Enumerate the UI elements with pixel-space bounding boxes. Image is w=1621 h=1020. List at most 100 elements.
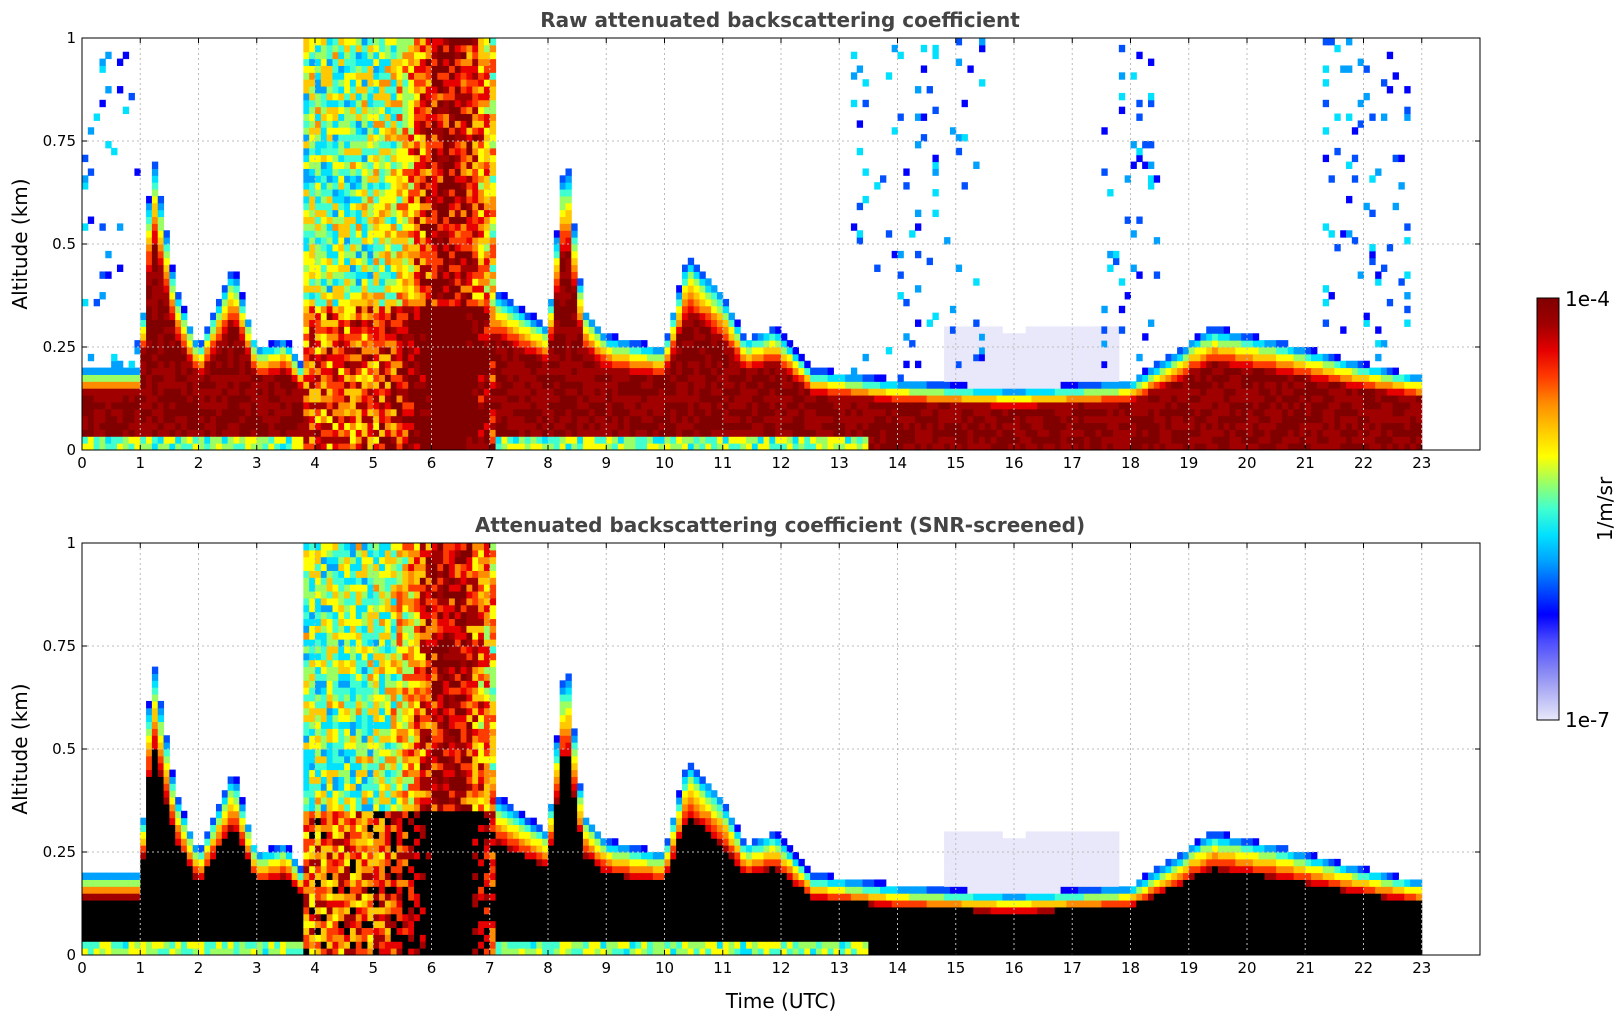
- heatmap-cell: [722, 298, 730, 307]
- heatmap-cell: [874, 264, 881, 272]
- heatmap-cell: [483, 374, 491, 382]
- heatmap-cell: [949, 347, 957, 355]
- heatmap-cell: [425, 147, 433, 156]
- heatmap-cell: [320, 401, 328, 410]
- heatmap-cell: [687, 340, 695, 348]
- heatmap-cell: [349, 92, 357, 101]
- heatmap-cell: [699, 333, 706, 341]
- heatmap-cell: [1002, 415, 1009, 424]
- heatmap-cell: [518, 353, 526, 362]
- heatmap-cell: [1188, 429, 1196, 437]
- heatmap-cell: [297, 401, 304, 410]
- heatmap-cell: [658, 360, 666, 369]
- heatmap-cell: [670, 401, 677, 410]
- heatmap-cell: [914, 86, 922, 94]
- heatmap-cell: [1165, 436, 1172, 444]
- heatmap-cell: [233, 436, 240, 444]
- heatmap-cell: [384, 443, 392, 451]
- heatmap-cell: [402, 189, 409, 197]
- heatmap-cell: [431, 271, 438, 279]
- heatmap-cell: [227, 340, 234, 348]
- heatmap-cell: [880, 429, 887, 437]
- heatmap-cell: [373, 58, 380, 66]
- heatmap-cell: [448, 381, 456, 389]
- heatmap-cell: [151, 353, 159, 362]
- heatmap-cell: [373, 120, 380, 128]
- heatmap-cell: [699, 319, 706, 327]
- heatmap-cell: [1095, 429, 1102, 437]
- heatmap-cell: [1014, 436, 1021, 444]
- heatmap-cell: [408, 237, 415, 245]
- heatmap-cell: [361, 92, 368, 101]
- heatmap-cell: [280, 443, 287, 451]
- heatmap-cell: [99, 367, 106, 375]
- heatmap-cell: [87, 422, 95, 430]
- heatmap-cell: [390, 436, 398, 444]
- heatmap-cell: [862, 415, 869, 424]
- heatmap-cell: [157, 257, 165, 266]
- heatmap-cell: [716, 340, 724, 348]
- heatmap-cell: [810, 374, 817, 382]
- heatmap-cell: [606, 360, 613, 369]
- heatmap-cell: [425, 408, 433, 417]
- heatmap-cell: [431, 388, 438, 396]
- heatmap-cell: [425, 443, 433, 451]
- heatmap-cell: [1194, 360, 1201, 369]
- heatmap-cell: [955, 134, 963, 142]
- heatmap-cell: [1066, 333, 1073, 341]
- heatmap-cell: [489, 92, 497, 101]
- heatmap-cell: [600, 340, 607, 348]
- heatmap-cell: [309, 360, 316, 369]
- heatmap-cell: [332, 168, 339, 176]
- heatmap-cell: [414, 388, 421, 396]
- heatmap-cell: [448, 271, 456, 279]
- heatmap-cell: [996, 347, 1003, 355]
- heatmap-cell: [769, 436, 776, 444]
- heatmap-cell: [128, 408, 135, 417]
- heatmap-cell: [681, 298, 689, 307]
- heatmap-cell: [938, 395, 945, 403]
- heatmap-cell: [379, 86, 386, 94]
- heatmap-cell: [1142, 422, 1149, 430]
- heatmap-cell: [320, 51, 328, 60]
- heatmap-cell: [565, 250, 572, 259]
- heatmap-cell: [734, 353, 741, 362]
- heatmap-cell: [693, 278, 700, 286]
- heatmap-cell: [542, 326, 549, 334]
- heatmap-cell: [792, 443, 799, 451]
- heatmap-cell: [181, 436, 188, 444]
- heatmap-cell: [507, 319, 514, 327]
- heatmap-cell: [303, 120, 310, 128]
- heatmap-cell: [594, 429, 601, 437]
- heatmap-cell: [157, 374, 165, 382]
- heatmap-cell: [711, 429, 718, 437]
- heatmap-cell: [711, 305, 718, 314]
- heatmap-cell: [979, 79, 986, 87]
- heatmap-cell: [559, 319, 566, 327]
- heatmap-cell: [681, 395, 689, 403]
- heatmap-cell: [594, 340, 601, 348]
- heatmap-cell: [338, 161, 345, 169]
- heatmap-cell: [507, 422, 514, 430]
- heatmap-cell: [483, 113, 491, 121]
- heatmap-cell: [1200, 388, 1207, 396]
- heatmap-cell: [606, 340, 613, 348]
- heatmap-cell: [501, 443, 508, 451]
- heatmap-cell: [169, 443, 176, 451]
- heatmap-cell: [349, 79, 357, 87]
- heatmap-cell: [361, 65, 368, 73]
- heatmap-cell: [914, 223, 922, 231]
- heatmap-cell: [315, 353, 322, 362]
- heatmap-cell: [1206, 422, 1213, 430]
- heatmap-cell: [1159, 436, 1166, 444]
- heatmap-cell: [1054, 401, 1062, 410]
- heatmap-cell: [419, 367, 427, 375]
- heatmap-cell: [746, 395, 753, 403]
- heatmap-cell: [676, 422, 683, 430]
- heatmap-cell: [815, 422, 823, 430]
- heatmap-cell: [617, 415, 625, 424]
- heatmap-cell: [186, 340, 194, 348]
- heatmap-cell: [1078, 367, 1085, 375]
- heatmap-cell: [973, 347, 980, 355]
- heatmap-cell: [728, 388, 735, 396]
